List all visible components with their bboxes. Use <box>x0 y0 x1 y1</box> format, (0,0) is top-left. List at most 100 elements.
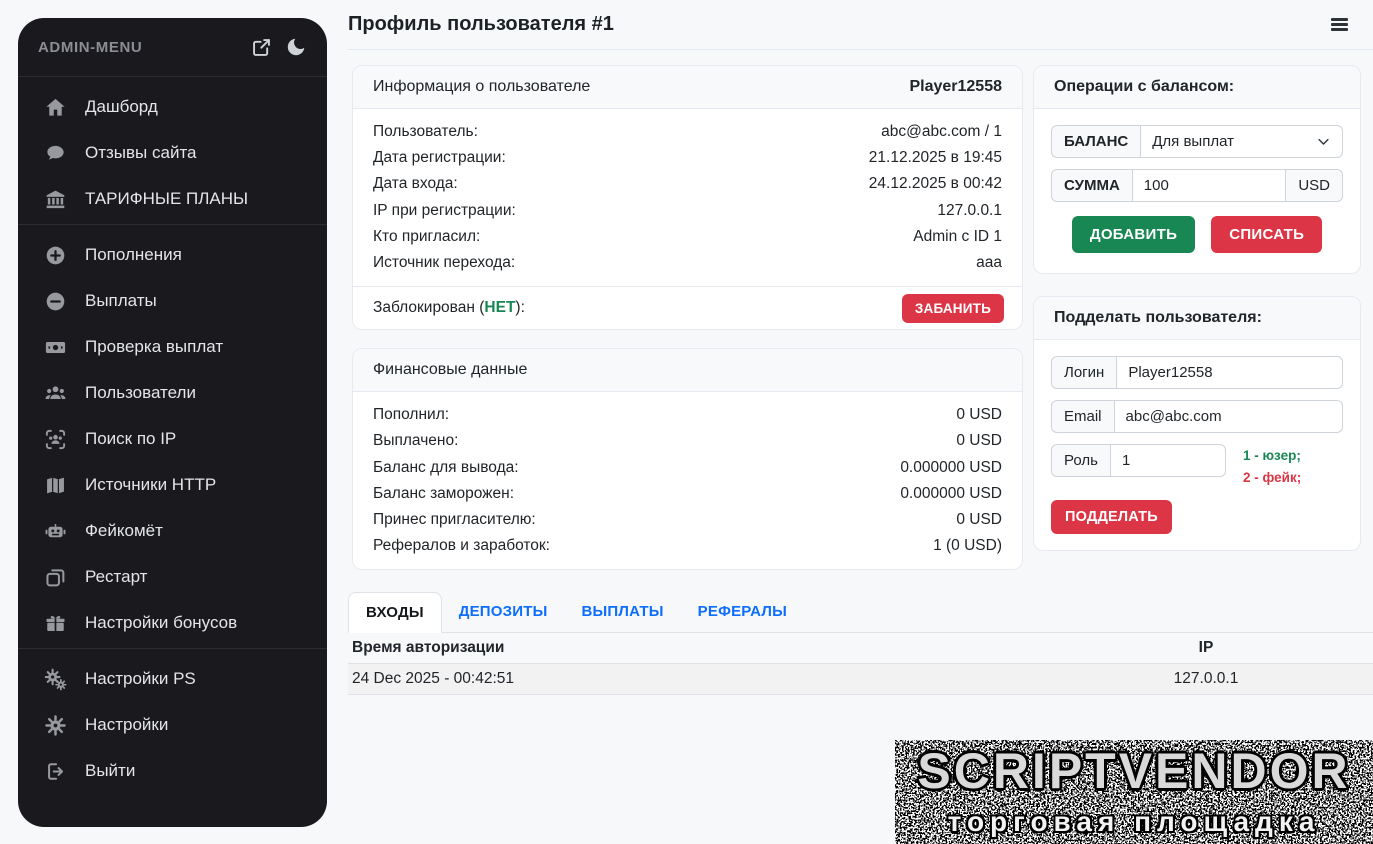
info-row: Кто пригласил: Admin с ID 1 <box>373 224 1002 250</box>
logins-table: Время авторизации IP 24 Dec 2025 - 00:42… <box>348 633 1373 696</box>
balance-type-label: БАЛАНС <box>1051 125 1142 158</box>
currency-suffix: USD <box>1286 169 1343 202</box>
sidebar-item-deposits[interactable]: Пополнения <box>18 232 327 278</box>
row-label: Баланс для вывода: <box>373 458 519 476</box>
email-label: Email <box>1051 400 1115 433</box>
row-value: 0.000000 USD <box>900 484 1002 502</box>
sidebar-item-label: Настройки бонусов <box>85 613 238 632</box>
sidebar-item-users[interactable]: Пользователи <box>18 370 327 416</box>
logout-icon <box>42 760 68 783</box>
sidebar-divider <box>18 648 327 649</box>
watermark-brand: SCRIPTVENDOR <box>917 743 1351 799</box>
sidebar-item-label: Настройки PS <box>85 669 196 688</box>
row-label: Пользователь: <box>373 123 478 140</box>
info-row: Источник перехода: aaa <box>373 250 1002 276</box>
balance-type-select[interactable]: Для выплат <box>1141 125 1343 158</box>
fake-user-submit-button[interactable]: ПОДДЕЛАТЬ <box>1051 500 1172 534</box>
role-input[interactable] <box>1110 444 1226 477</box>
row-value: 0 USD <box>956 432 1002 450</box>
ban-button[interactable]: ЗАБАНИТЬ <box>901 293 1004 323</box>
sidebar-item-label: Рестарт <box>85 567 148 586</box>
amount-input[interactable] <box>1132 169 1287 202</box>
scriptvendor-watermark: SCRIPTVENDOR торговая площадка <box>895 740 1373 844</box>
cell-auth-time: 24 Dec 2025 - 00:42:51 <box>348 663 1043 696</box>
info-row: IP при регистрации: 127.0.0.1 <box>373 198 1002 224</box>
watermark-subtitle: торговая площадка <box>947 806 1321 837</box>
sidebar-divider <box>18 224 327 225</box>
role-group: Роль <box>1051 444 1226 477</box>
sidebar-title: ADMIN-MENU <box>38 38 143 56</box>
info-row: Баланс для вывода: 0.000000 USD <box>373 455 1002 481</box>
add-balance-button[interactable]: ДОБАВИТЬ <box>1071 216 1196 253</box>
sidebar-item-label: Фейкомёт <box>85 521 163 540</box>
home-icon <box>42 96 68 119</box>
row-label: Дата входа: <box>373 175 458 193</box>
fake-user-card-title: Подделать пользователя: <box>1054 309 1262 326</box>
chevron-down-icon <box>1318 138 1329 145</box>
row-value: 0 USD <box>956 406 1002 424</box>
tab-bar: ВХОДЫ ДЕПОЗИТЫ ВЫПЛАТЫ РЕФЕРАЛЫ <box>348 592 1373 634</box>
sidebar-item-label: Выплаты <box>85 291 157 310</box>
blocked-status-row: Заблокирован (НЕТ): ЗАБАНИТЬ <box>353 286 1022 329</box>
sidebar-item-ip-search[interactable]: Поиск по IP <box>18 416 327 462</box>
sidebar-item-label: Отзывы сайта <box>85 143 197 162</box>
moon-icon[interactable] <box>285 36 307 58</box>
sidebar-item-restart[interactable]: Рестарт <box>18 554 327 600</box>
row-label: Рефералов и заработок: <box>373 537 550 555</box>
minus-circle-icon <box>42 290 68 313</box>
tab-logins[interactable]: ВХОДЫ <box>348 592 442 634</box>
info-row: Дата входа: 24.12.2025 в 00:42 <box>373 171 1002 197</box>
info-row: Рефералов и заработок: 1 (0 USD) <box>373 533 1002 559</box>
sidebar-item-ps-settings[interactable]: Настройки PS <box>18 656 327 702</box>
balance-buttons: ДОБАВИТЬ СПИСАТЬ <box>1051 216 1343 253</box>
login-group: Логин <box>1051 356 1343 389</box>
sidebar-item-payout-check[interactable]: Проверка выплат <box>18 324 327 370</box>
sidebar-item-label: Выйти <box>85 761 136 780</box>
banknote-icon <box>42 336 68 359</box>
robot-icon <box>42 520 68 543</box>
cell-ip: 127.0.0.1 <box>1043 663 1373 696</box>
row-label: Кто пригласил: <box>373 227 481 245</box>
login-input[interactable] <box>1117 356 1343 389</box>
admin-sidebar: ADMIN-MENU Дашборд Отзывы сайта ТАРИФНЫЕ… <box>18 18 327 827</box>
email-group: Email <box>1051 400 1343 433</box>
sidebar-item-site-reviews[interactable]: Отзывы сайта <box>18 130 327 176</box>
col-ip: IP <box>1043 633 1373 665</box>
role-hints: 1 - юзер; 2 - фейк; <box>1243 444 1301 489</box>
sidebar-item-label: Пользователи <box>85 383 196 402</box>
row-value: Admin с ID 1 <box>913 227 1002 245</box>
gear-icon <box>42 714 68 737</box>
restart-icon <box>42 566 68 589</box>
map-icon <box>42 474 68 497</box>
row-value: 127.0.0.1 <box>937 201 1002 219</box>
sidebar-item-bonus-settings[interactable]: Настройки бонусов <box>18 600 327 646</box>
sidebar-item-dashboard[interactable]: Дашборд <box>18 84 327 130</box>
sidebar-item-http-sources[interactable]: Источники HTTP <box>18 462 327 508</box>
blocked-status-value: НЕТ <box>484 299 516 317</box>
sidebar-item-label: Поиск по IP <box>85 429 177 448</box>
tab-payouts[interactable]: ВЫПЛАТЫ <box>581 603 664 621</box>
sidebar-item-settings[interactable]: Настройки <box>18 702 327 748</box>
sidebar-item-label: Настройки <box>85 715 169 734</box>
fake-user-card-body: Логин Email Роль 1 - юзер; <box>1034 340 1360 550</box>
info-row: Баланс заморожен: 0.000000 USD <box>373 481 1002 507</box>
external-link-icon[interactable] <box>251 37 272 58</box>
bank-icon <box>42 188 68 211</box>
hamburger-menu-icon[interactable] <box>1327 14 1352 35</box>
row-label: Выплачено: <box>373 432 459 450</box>
row-value: 0.000000 USD <box>900 458 1002 476</box>
email-input[interactable] <box>1114 400 1343 433</box>
info-row: Выплачено: 0 USD <box>373 428 1002 454</box>
tab-referrals[interactable]: РЕФЕРАЛЫ <box>697 603 787 621</box>
sidebar-item-payouts[interactable]: Выплаты <box>18 278 327 324</box>
sidebar-item-tariff-plans[interactable]: ТАРИФНЫЕ ПЛАНЫ <box>18 176 327 222</box>
sidebar-item-fake-generator[interactable]: Фейкомёт <box>18 508 327 554</box>
tab-deposits[interactable]: ДЕПОЗИТЫ <box>458 603 548 621</box>
row-label: Принес пригласителю: <box>373 511 536 529</box>
subtract-balance-button[interactable]: СПИСАТЬ <box>1211 216 1323 253</box>
username: Player12558 <box>909 78 1002 95</box>
sidebar-item-logout[interactable]: Выйти <box>18 748 327 794</box>
role-row: Роль 1 - юзер; 2 - фейк; <box>1051 444 1343 489</box>
row-label: Дата регистрации: <box>373 149 506 167</box>
amount-group: СУММА USD <box>1051 169 1343 202</box>
